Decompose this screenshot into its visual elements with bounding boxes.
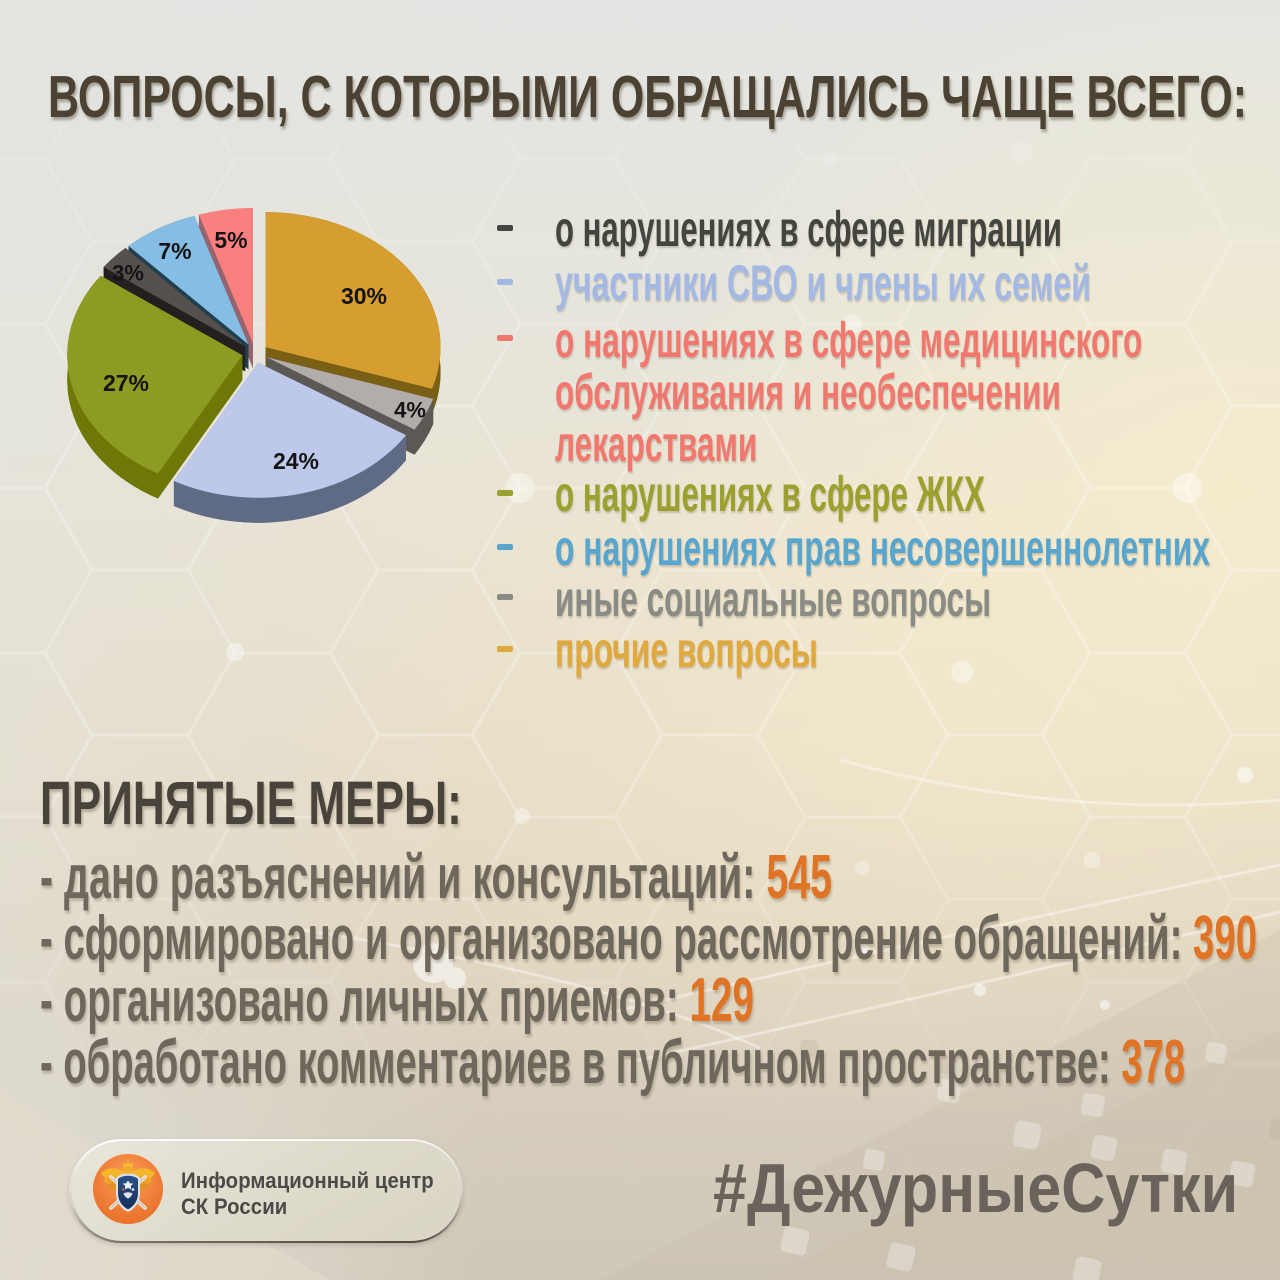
svg-text:30%: 30% bbox=[341, 283, 387, 309]
svg-text:3%: 3% bbox=[112, 261, 144, 286]
svg-text:7%: 7% bbox=[158, 238, 191, 264]
svg-text:24%: 24% bbox=[273, 448, 319, 474]
svg-text:4%: 4% bbox=[394, 398, 426, 423]
svg-text:5%: 5% bbox=[214, 227, 247, 253]
svg-text:27%: 27% bbox=[103, 370, 149, 396]
